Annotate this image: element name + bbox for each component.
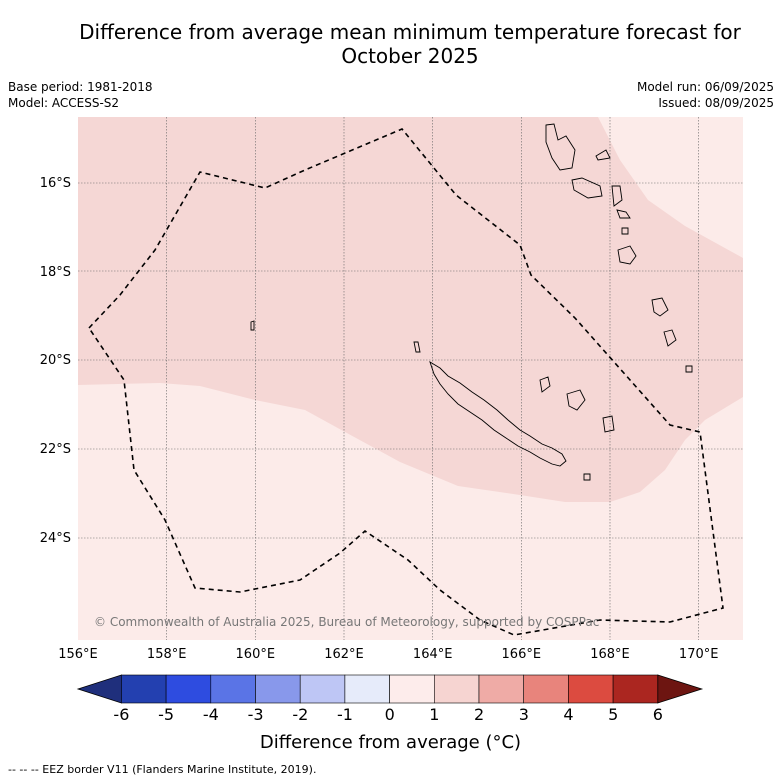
- colorbar-label: -4: [203, 705, 219, 724]
- anomaly-field-dark: [78, 117, 743, 502]
- colorbar-segment: [344, 674, 390, 704]
- meta-left: Base period: 1981-2018 Model: ACCESS-S2: [8, 79, 153, 111]
- colorbar-label: 2: [474, 705, 484, 724]
- y-tick-label: 16°S: [40, 176, 71, 191]
- colorbar-label: 6: [653, 705, 663, 724]
- issued-date: Issued: 08/09/2025: [658, 96, 774, 110]
- x-tick-label: 160°E: [236, 647, 276, 662]
- loyalty-islands: [539, 376, 615, 433]
- colorbar-labels: -6 -5 -4 -3 -2 -1 0 1 2 3 4 5 6: [113, 705, 663, 724]
- x-tick-label: 166°E: [502, 647, 542, 662]
- eez-border: [87, 128, 724, 636]
- colorbar-title: Difference from average (°C): [259, 732, 522, 753]
- eez-footnote: -- -- -- EEZ border V11 (Flanders Marine…: [8, 763, 317, 776]
- colorbar-label: 5: [608, 705, 618, 724]
- x-tick-label: 158°E: [147, 647, 187, 662]
- colorbar-label: 4: [563, 705, 573, 724]
- colorbar-segment: [389, 674, 435, 704]
- colorbar-segment: [523, 674, 569, 704]
- base-period: Base period: 1981-2018: [8, 80, 153, 94]
- colorbar-segment: [478, 674, 525, 704]
- coastlines: [250, 123, 693, 481]
- x-tick-label: 168°E: [590, 647, 630, 662]
- title-line-2: October 2025: [341, 44, 479, 68]
- y-tick-label: 18°S: [40, 265, 71, 280]
- colorbar-segment: [165, 674, 212, 704]
- y-tick-label: 24°S: [40, 531, 71, 546]
- y-axis-labels: 16°S 18°S 20°S 22°S 24°S: [40, 176, 71, 546]
- colorbar-label: -3: [248, 705, 264, 724]
- colorbar-label: -1: [337, 705, 353, 724]
- model-name: Model: ACCESS-S2: [8, 96, 120, 110]
- colorbar-segment: [433, 674, 480, 704]
- colorbar: [76, 674, 704, 704]
- colorbar-label: -5: [158, 705, 174, 724]
- colorbar-segment: [568, 674, 614, 704]
- colorbar-segment: [210, 674, 256, 704]
- meta-right: Model run: 06/09/2025 Issued: 08/09/2025: [637, 79, 774, 111]
- copyright-text: © Commonwealth of Australia 2025, Bureau…: [94, 615, 599, 629]
- x-tick-label: 156°E: [58, 647, 98, 662]
- small-islets: [250, 320, 591, 481]
- colorbar-segment: [121, 674, 167, 704]
- new-caledonia-island: [429, 360, 567, 467]
- y-tick-label: 22°S: [40, 442, 71, 457]
- map-area: © Commonwealth of Australia 2025, Bureau…: [78, 117, 743, 640]
- chart-title: Difference from average mean minimum tem…: [0, 20, 781, 68]
- grid-lines: [78, 117, 743, 640]
- colorbar-label: 0: [385, 705, 395, 724]
- colorbar-extend-low: [76, 674, 122, 704]
- x-tick-label: 170°E: [679, 647, 719, 662]
- x-axis-labels: 156°E 158°E 160°E 162°E 164°E 166°E 168°…: [58, 647, 718, 662]
- colorbar-segment: [299, 674, 346, 704]
- colorbar-label: -6: [113, 705, 129, 724]
- model-run: Model run: 06/09/2025: [636, 80, 774, 94]
- colorbar-label: 3: [519, 705, 529, 724]
- x-tick-label: 162°E: [324, 647, 364, 662]
- y-tick-label: 20°S: [40, 353, 71, 368]
- vanuatu-islands: [545, 123, 693, 373]
- x-tick-label: 164°E: [413, 647, 453, 662]
- title-line-1: Difference from average mean minimum tem…: [79, 20, 741, 44]
- colorbar-label: -2: [292, 705, 308, 724]
- colorbar-segment: [612, 674, 659, 704]
- colorbar-segment: [255, 674, 301, 704]
- colorbar-label: 1: [429, 705, 439, 724]
- colorbar-extend-high: [657, 674, 704, 704]
